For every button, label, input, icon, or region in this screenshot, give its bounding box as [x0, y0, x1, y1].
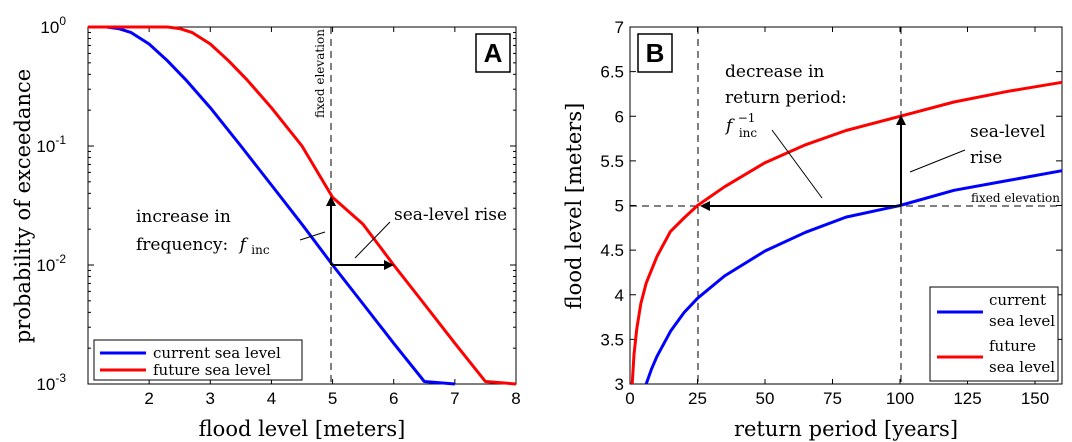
panel-a-frequency-label: frequency:	[136, 235, 228, 255]
panel-a-x-tick-label: 6	[389, 389, 398, 408]
panel-b-x-tick-label: 150	[1021, 389, 1049, 408]
panel-a-x-tick-label: 7	[450, 389, 459, 408]
panel-a-y-tick-label: 100	[40, 14, 66, 37]
panel-b-y-tick-label: 7	[615, 18, 624, 37]
panel-b-y-tick-label: 3.5	[600, 330, 624, 349]
panel-b-y-tick-label: 5.5	[600, 152, 624, 171]
panel-b-decrease-leader	[771, 129, 823, 199]
panel-b-f-inc-sup: −1	[738, 111, 756, 125]
panel-b-sea-level-text-1: sea-level	[970, 122, 1045, 142]
panel-a-label: A	[484, 38, 503, 68]
panel-b-legend-current-line-2: sea level	[989, 312, 1055, 330]
panel-a-x-tick-label: 2	[144, 389, 153, 408]
panel-a-f-inc: f	[238, 235, 249, 255]
panel-b-label: B	[646, 38, 665, 68]
panel-a-label-box	[475, 33, 511, 73]
panel-b-label-box	[637, 33, 673, 73]
panel-b-sea-level-text-2: rise	[970, 148, 1002, 168]
panel-b-y-axis-label: flood level [meters]	[562, 103, 586, 310]
panel-b-decrease-text-2: return period:	[725, 88, 847, 108]
panel-a-f-inc-sub: inc	[251, 243, 270, 257]
panel-b-x-tick-label: 100	[886, 389, 914, 408]
panel-b-y-tick-label: 6.5	[600, 63, 624, 82]
panel-a-plot-area	[87, 26, 517, 385]
panel-b-x-tick-label: 50	[756, 389, 775, 408]
panel-a-legend-future-label: future sea level	[153, 361, 271, 379]
panel-a-increase-text-1: increase in	[136, 207, 231, 227]
panel-b-future-sea-level-line	[630, 80, 1063, 385]
panel-a-fixed-elevation-label: fixed elevation	[313, 29, 327, 118]
panel-b-f-inc-sub: inc	[739, 126, 758, 140]
panel-b-series	[630, 80, 1063, 385]
panel-b: 0 25 50 75 100 125 150 3 3.5 4 4.5 5 5.5 6 6.5 7 fixed…	[562, 18, 1063, 441]
panel-b-y-tick-label: 4.5	[600, 241, 624, 260]
panel-a-y-tick-label: 10-2	[36, 252, 66, 275]
panel-a-y-tick-label: 10-1	[36, 133, 66, 156]
panel-b-y-tick-label: 4	[615, 286, 624, 305]
panel-a-current-sea-level-line	[88, 25, 456, 386]
panel-a-sea-level-rise-text: sea-level rise	[394, 205, 507, 225]
panel-a-series	[88, 25, 517, 386]
panel-b-f-inc: f	[724, 116, 735, 136]
panel-a-y-tick-label: 10-3	[36, 371, 66, 394]
panel-a-x-axis-label: flood level [meters]	[199, 417, 406, 441]
panel-a-x-tick-label: 5	[328, 389, 337, 408]
panel-a-increase-text-2: frequency: f inc	[136, 235, 270, 257]
panel-a-legend-box	[93, 339, 303, 381]
panel-b-legend-current-line-1: current	[989, 291, 1046, 309]
panel-b-decrease-text-1: decrease in	[725, 62, 824, 82]
panel-a-sea-level-rise-leader	[354, 221, 391, 259]
panel-b-x-axis-label: return period [years]	[734, 417, 958, 441]
panel-a-future-sea-level-line	[88, 25, 517, 386]
panel-a-legend-current-label: current sea level	[153, 344, 281, 362]
panel-a-x-tick-label: 8	[511, 389, 520, 408]
panel-a-increase-leader	[299, 231, 326, 241]
panel-a-x-tick-label: 3	[206, 389, 215, 408]
panel-b-x-tick-label: 125	[953, 389, 981, 408]
panel-b-y-tick-label: 3	[615, 375, 624, 394]
panel-b-legend-future-line-1: future	[989, 337, 1036, 355]
panel-b-y-tick-label: 6	[615, 107, 624, 126]
panel-a-legend: current sea level future sea level	[93, 339, 303, 381]
panel-b-f-inc-inverse: f −1 inc	[724, 107, 761, 140]
panel-a-x-tick-label: 4	[267, 389, 276, 408]
panel-b-y-tick-label: 5	[615, 197, 624, 216]
panel-b-current-sea-level-line	[644, 169, 1063, 385]
panel-b-fixed-elevation-label: fixed elevation	[971, 191, 1060, 205]
panel-b-x-tick-label: 0	[625, 389, 634, 408]
panel-a-y-axis-label: probability of exceedance	[11, 69, 35, 343]
panel-b-x-tick-label: 75	[823, 389, 842, 408]
panel-b-x-tick-label: 25	[688, 389, 707, 408]
panel-b-legend: current sea level future sea level	[929, 286, 1059, 382]
panel-b-legend-box	[929, 286, 1059, 382]
panel-b-legend-future-line-2: sea level	[989, 358, 1055, 376]
panel-a-y-ticks: 100 10-1 10-2 10-3	[36, 14, 516, 394]
panel-b-sea-level-leader	[909, 149, 966, 173]
